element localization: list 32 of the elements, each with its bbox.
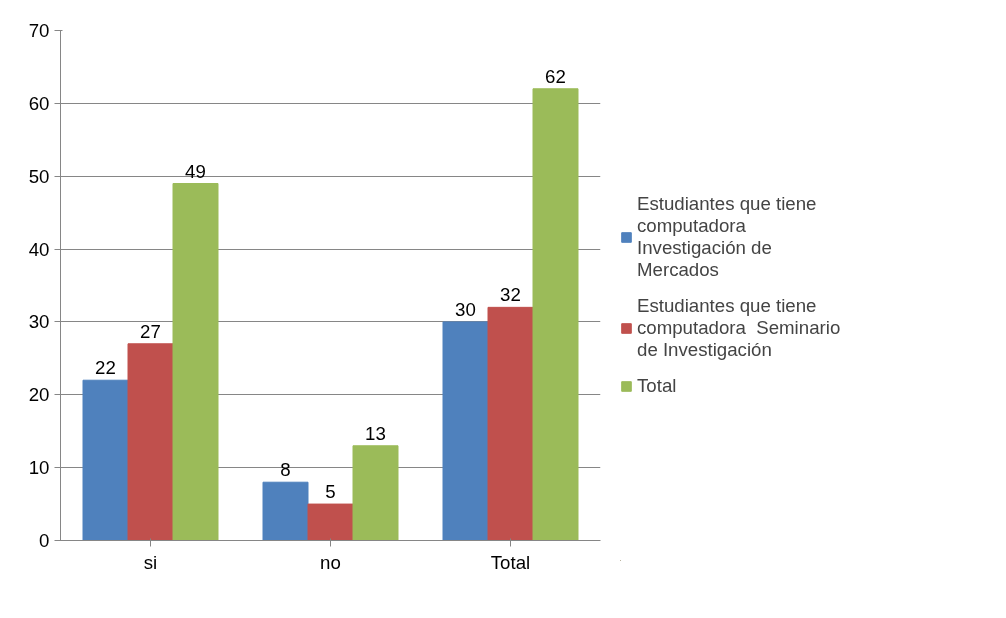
bar: [172, 183, 219, 541]
data-label: 13: [365, 422, 386, 444]
bar: [442, 321, 489, 541]
data-label: 32: [500, 284, 521, 306]
y-tick-label: 20: [28, 384, 50, 406]
y-tick-label: 40: [28, 238, 50, 260]
legend-label: Total: [637, 375, 677, 397]
legend-label: Estudiantes que tiene computadora Investigación de Mercados: [637, 193, 817, 281]
data-label: 5: [325, 481, 336, 503]
bar: [352, 445, 399, 541]
data-label: 8: [280, 459, 291, 481]
y-tick-label: 60: [28, 92, 50, 114]
data-label: 30: [455, 298, 476, 320]
bar: [307, 503, 354, 541]
legend-label: Estudiantes que tiene computadora Seminario de Investigación: [637, 295, 841, 361]
y-tick-label: 50: [28, 165, 50, 187]
data-label: 49: [185, 160, 206, 182]
data-label: 22: [95, 357, 116, 379]
bar: [487, 306, 534, 541]
x-tick-label: no: [320, 551, 341, 573]
data-label: 62: [545, 65, 566, 87]
y-tick-label: 70: [28, 20, 50, 41]
x-tick-label: si: [143, 551, 158, 573]
y-tick-label: 10: [28, 457, 50, 479]
x-tick-label: Total: [490, 551, 531, 573]
y-tick-label: 30: [28, 311, 50, 333]
data-label: 27: [140, 320, 161, 342]
bar: [532, 88, 579, 541]
bar: [262, 481, 309, 541]
bar: [82, 379, 129, 541]
y-tick-label: 0: [39, 530, 50, 551]
bar: [127, 343, 174, 541]
